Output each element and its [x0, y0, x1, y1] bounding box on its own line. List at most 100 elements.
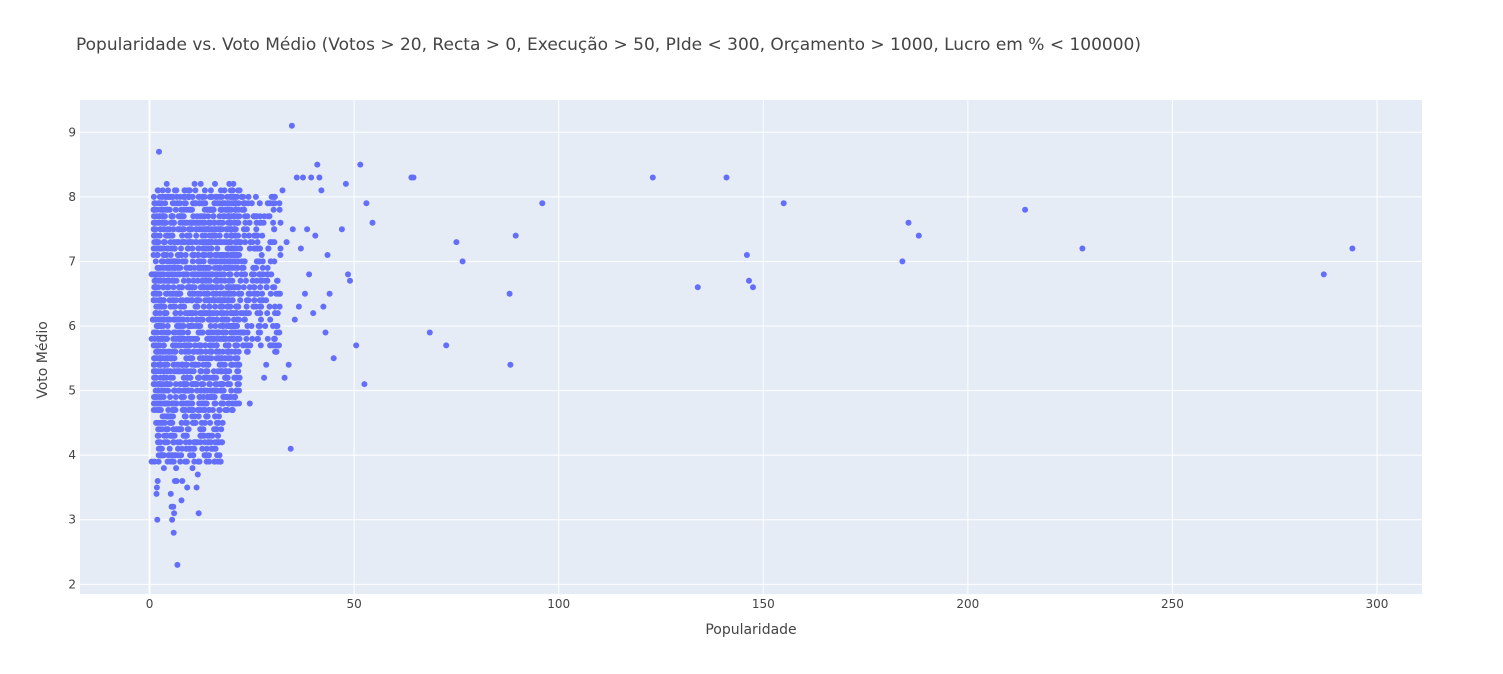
data-point — [338, 226, 345, 233]
data-point — [229, 310, 235, 317]
data-point — [157, 407, 164, 413]
data-point — [234, 355, 241, 362]
data-point — [199, 193, 206, 200]
data-point — [318, 187, 325, 194]
data-point — [163, 180, 170, 187]
data-point — [165, 187, 171, 194]
data-point — [246, 232, 252, 239]
data-point — [171, 368, 178, 375]
data-point — [158, 452, 165, 459]
data-point — [192, 271, 199, 278]
data-point — [274, 277, 280, 284]
data-point — [218, 400, 225, 407]
data-point — [242, 239, 249, 246]
data-point — [271, 200, 278, 207]
data-point — [214, 200, 221, 207]
data-point — [179, 232, 186, 239]
data-point — [182, 310, 189, 317]
data-point — [276, 303, 283, 310]
data-point — [189, 465, 196, 472]
data-point — [172, 394, 179, 400]
data-point — [308, 174, 315, 181]
data-point — [357, 161, 364, 168]
data-point — [198, 368, 205, 375]
data-point — [223, 232, 230, 239]
data-point — [154, 187, 161, 194]
data-point — [248, 200, 255, 207]
data-point — [207, 419, 214, 426]
data-point — [219, 297, 226, 304]
data-point — [161, 226, 168, 233]
data-point — [189, 310, 196, 317]
data-point — [251, 297, 258, 304]
data-point — [184, 484, 191, 491]
data-point — [212, 303, 219, 310]
data-point — [184, 316, 191, 323]
data-point — [254, 239, 261, 246]
data-point — [1320, 271, 1327, 278]
data-point — [273, 348, 280, 355]
data-point — [213, 374, 220, 381]
data-point — [160, 394, 167, 400]
data-point — [153, 490, 160, 497]
data-point — [210, 335, 217, 342]
data-point — [160, 465, 167, 472]
data-point — [207, 323, 214, 329]
data-point — [243, 226, 250, 233]
data-point — [289, 226, 296, 233]
data-point — [197, 432, 204, 439]
data-point — [780, 200, 787, 207]
data-point — [217, 271, 224, 278]
data-point — [168, 232, 175, 239]
data-point — [306, 271, 313, 278]
data-point — [174, 323, 180, 329]
data-point — [164, 361, 171, 368]
data-point — [253, 213, 260, 220]
data-points — [148, 122, 1356, 568]
data-point — [217, 303, 224, 310]
data-point — [211, 445, 218, 452]
data-point — [179, 297, 186, 304]
data-point — [259, 232, 266, 239]
data-point — [229, 297, 236, 304]
data-point — [281, 374, 288, 381]
data-point — [272, 310, 278, 317]
data-point — [245, 193, 252, 200]
data-point — [185, 329, 191, 336]
data-point — [212, 193, 219, 200]
data-point — [158, 445, 164, 452]
data-point — [261, 374, 268, 381]
data-point — [195, 329, 202, 336]
data-point — [221, 361, 228, 368]
data-point — [167, 381, 174, 388]
data-point — [191, 348, 197, 355]
y-tick-label: 8 — [68, 190, 76, 204]
data-point — [152, 310, 159, 317]
data-point — [212, 323, 219, 329]
data-point — [512, 232, 519, 239]
data-point — [258, 297, 265, 304]
data-point — [205, 252, 212, 258]
data-point — [226, 277, 233, 284]
data-point — [220, 290, 227, 297]
data-point — [246, 400, 253, 407]
data-point — [213, 355, 220, 362]
data-point — [304, 226, 311, 233]
data-point — [157, 361, 164, 368]
data-point — [207, 187, 214, 194]
data-point — [224, 297, 231, 304]
data-point — [192, 419, 199, 426]
data-point — [202, 239, 209, 246]
data-point — [244, 348, 251, 355]
data-point — [165, 387, 172, 394]
data-point — [162, 426, 169, 433]
data-point — [191, 180, 198, 187]
data-point — [185, 426, 192, 433]
data-point — [177, 381, 184, 388]
data-point — [171, 245, 178, 252]
data-point — [199, 310, 206, 317]
data-point — [241, 329, 248, 336]
data-point — [226, 213, 233, 220]
data-point — [157, 277, 164, 284]
data-point — [171, 277, 178, 284]
